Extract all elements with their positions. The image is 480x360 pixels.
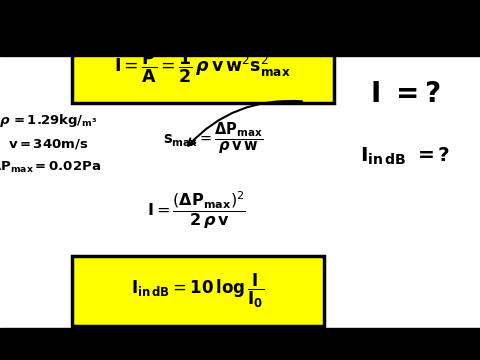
Text: $\mathbf{I} = \dfrac{\mathbf{P}}{\mathbf{A}} = \dfrac{\mathbf{1}}{\mathbf{2}}\,\: $\mathbf{I} = \dfrac{\mathbf{P}}{\mathbf…	[114, 50, 291, 85]
FancyArrowPatch shape	[188, 101, 302, 146]
Text: $\mathbf{I}$ $\mathbf{= ?}$: $\mathbf{I}$ $\mathbf{= ?}$	[371, 80, 441, 108]
Text: $\mathbf{I} = \dfrac{(\boldsymbol{\Delta}\mathbf{P_{max}})^2}{\mathbf{2}\,\bolds: $\mathbf{I} = \dfrac{(\boldsymbol{\Delta…	[147, 190, 246, 231]
Bar	[0, 0, 480, 56]
Text: $\mathbf{s_{max}} = \dfrac{\boldsymbol{\Delta}\mathbf{P_{max}}}{\boldsymbol{\rho: $\mathbf{s_{max}} = \dfrac{\boldsymbol{\…	[164, 121, 264, 156]
Text: $\boldsymbol{\Delta}\mathbf{P_{max} = 0.02Pa}$: $\boldsymbol{\Delta}\mathbf{P_{max} = 0.…	[0, 160, 101, 175]
FancyBboxPatch shape	[72, 256, 324, 326]
Text: $\boldsymbol{\rho}\,\mathbf{=1.29kg/_{m^3}}$: $\boldsymbol{\rho}\,\mathbf{=1.29kg/_{m^…	[0, 112, 97, 129]
Text: $\mathbf{v = 340m/s}$: $\mathbf{v = 340m/s}$	[8, 137, 88, 151]
FancyBboxPatch shape	[72, 32, 334, 103]
Text: $\mathbf{I_{in\,dB}} = \mathbf{10\,log}\,\dfrac{\mathbf{I}}{\mathbf{I_0}}$: $\mathbf{I_{in\,dB}} = \mathbf{10\,log}\…	[132, 271, 264, 310]
Bar	[0, 328, 480, 360]
Text: $\mathbf{I}_{\mathbf{in\,dB}}$ $\mathbf{= ?}$: $\mathbf{I}_{\mathbf{in\,dB}}$ $\mathbf{…	[360, 146, 451, 167]
